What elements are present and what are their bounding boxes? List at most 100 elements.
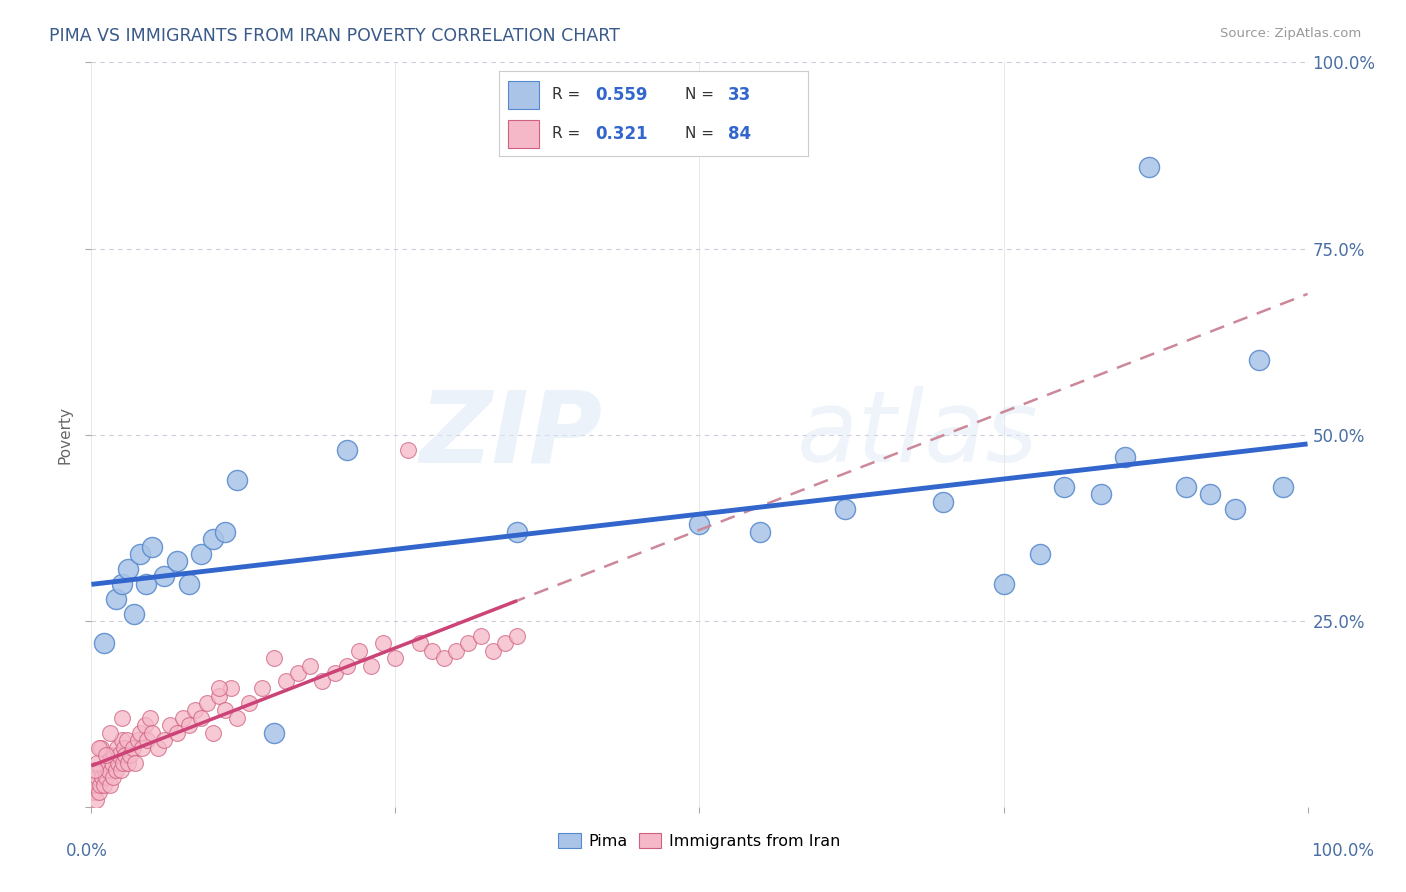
Point (219, 681, 242, 695)
Point (97, 763, 120, 777)
Y-axis label: Poverty: Poverty (58, 406, 73, 464)
Point (457, 636, 479, 650)
Point (134, 718, 156, 732)
Point (84, 778, 107, 792)
Point (336, 658, 359, 673)
Point (931, 495, 953, 509)
Point (91, 771, 114, 785)
Point (311, 673, 333, 688)
Point (111, 756, 134, 770)
Point (470, 629, 492, 643)
Point (122, 607, 145, 621)
Point (159, 718, 181, 732)
Point (101, 756, 124, 770)
Point (110, 763, 132, 777)
Point (120, 748, 142, 763)
Point (148, 740, 170, 755)
Point (360, 658, 382, 673)
Text: 0.0%: 0.0% (66, 842, 108, 860)
Point (1223, 502, 1246, 516)
Point (90, 763, 112, 777)
Point (139, 711, 162, 725)
Point (177, 718, 200, 732)
Point (1090, 487, 1112, 501)
Point (93, 636, 115, 650)
Point (94, 763, 117, 777)
Point (153, 733, 176, 747)
Point (136, 733, 159, 747)
Point (1247, 353, 1270, 368)
Point (121, 740, 143, 755)
Point (105, 740, 128, 755)
Point (202, 726, 225, 740)
Point (190, 711, 212, 725)
Point (124, 756, 146, 770)
Point (107, 756, 129, 770)
Point (347, 644, 370, 658)
Point (98, 778, 121, 792)
Point (226, 711, 249, 725)
Point (177, 577, 200, 591)
Point (94, 771, 117, 785)
Point (114, 748, 136, 763)
Point (214, 524, 236, 539)
Point (104, 591, 127, 606)
Point (1175, 480, 1198, 494)
Point (409, 636, 432, 650)
Point (141, 726, 163, 740)
Point (214, 703, 236, 717)
Point (86, 756, 108, 770)
Point (166, 726, 188, 740)
Bar (509, 120, 540, 147)
Text: Source: ZipAtlas.com: Source: ZipAtlas.com (1220, 27, 1361, 40)
Point (506, 524, 529, 539)
Point (96, 756, 118, 770)
Text: R =: R = (551, 126, 579, 141)
Point (323, 666, 346, 681)
Point (1272, 480, 1295, 494)
Point (384, 651, 406, 665)
Legend: Pima, Immigrants from Iran: Pima, Immigrants from Iran (551, 826, 848, 855)
Point (263, 726, 285, 740)
Point (274, 673, 297, 688)
Point (208, 681, 231, 695)
Point (190, 547, 212, 561)
Bar (509, 80, 540, 109)
Point (104, 763, 127, 777)
Point (1114, 450, 1136, 465)
Point (87, 740, 110, 755)
Point (108, 748, 131, 763)
Point (420, 644, 443, 658)
Text: N =: N = (685, 126, 714, 141)
Point (87, 785, 110, 799)
Point (1053, 480, 1076, 494)
Text: 33: 33 (728, 86, 751, 103)
Point (111, 733, 134, 747)
Point (208, 689, 231, 703)
Point (83, 785, 105, 799)
Text: 100.0%: 100.0% (1312, 842, 1374, 860)
Point (93, 778, 115, 792)
Point (993, 577, 1015, 591)
Point (111, 711, 134, 725)
Point (373, 636, 395, 650)
Point (238, 696, 260, 710)
Point (749, 524, 772, 539)
Point (103, 771, 125, 785)
Point (94, 748, 117, 763)
Point (117, 756, 139, 770)
Point (202, 532, 225, 546)
Point (100, 748, 122, 763)
Point (433, 651, 456, 665)
Point (195, 696, 218, 710)
Text: 0.321: 0.321 (595, 125, 648, 143)
Point (84, 793, 107, 807)
Text: 0.559: 0.559 (595, 86, 648, 103)
Point (481, 644, 503, 658)
Point (111, 577, 134, 591)
Point (141, 540, 163, 554)
Point (90, 740, 112, 755)
Text: atlas: atlas (797, 386, 1039, 483)
Point (131, 740, 153, 755)
Point (135, 577, 157, 591)
